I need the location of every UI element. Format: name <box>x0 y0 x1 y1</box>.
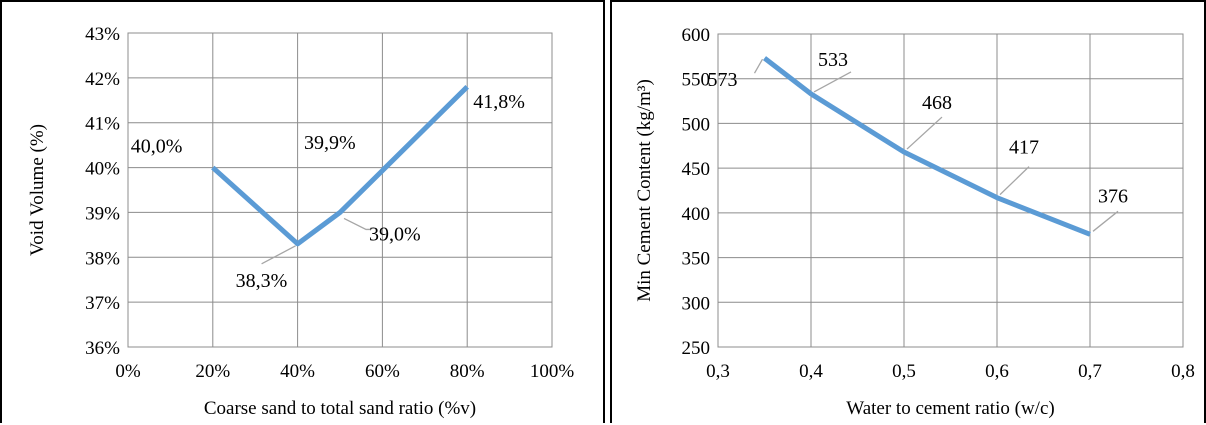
plot-area-frame <box>127 32 553 348</box>
y-tick-label: 400 <box>682 204 711 225</box>
data-label: 468 <box>922 92 952 114</box>
x-tick-label: 0,8 <box>1171 361 1195 382</box>
y-axis-title: Void Volume (%) <box>27 124 48 256</box>
x-tick-label: 0% <box>115 361 141 382</box>
data-label-leader <box>261 245 296 265</box>
data-label: 40,0% <box>131 136 183 158</box>
data-label: 533 <box>818 49 848 71</box>
data-label-leader <box>813 71 852 93</box>
data-label-extra: 39,9% <box>304 132 356 154</box>
x-axis-title: Water to cement ratio (w/c) <box>846 398 1054 419</box>
x-tick-label: 0,7 <box>1078 361 1102 382</box>
y-tick-label: 36% <box>85 338 120 359</box>
y-tick-label: 550 <box>682 70 711 91</box>
plot-area-frame <box>717 33 1184 348</box>
data-label-leader <box>343 217 370 231</box>
data-label-leader <box>906 116 943 150</box>
data-label: 38,3% <box>236 270 288 292</box>
data-label: 417 <box>1009 137 1039 159</box>
x-tick-label: 60% <box>365 361 400 382</box>
y-tick-label: 43% <box>85 24 120 45</box>
data-label-leader <box>999 166 1030 196</box>
x-tick-label: 0,6 <box>985 361 1009 382</box>
data-label: 376 <box>1098 185 1128 207</box>
x-tick-label: 0,5 <box>892 361 916 382</box>
y-tick-label: 37% <box>85 293 120 314</box>
y-tick-label: 42% <box>85 69 120 90</box>
chart-panel-void-volume: 36% 37% 38% 39% 40% 41% 42% 43% 0% 20% 40% 60% 80% 10… <box>0 0 605 423</box>
y-tick-label: 38% <box>85 248 120 269</box>
series-line <box>762 56 1091 237</box>
y-tick-label: 41% <box>85 114 120 135</box>
x-tick-label: 80% <box>450 361 485 382</box>
y-tick-label: 40% <box>85 159 120 180</box>
data-label: 41,8% <box>473 91 525 113</box>
y-tick-label: 450 <box>682 159 711 180</box>
y-tick-label: 250 <box>682 338 711 359</box>
x-tick-label: 0,4 <box>799 361 823 382</box>
data-label-leader <box>1092 210 1119 232</box>
y-tick-label: 300 <box>682 293 711 314</box>
y-tick-label: 39% <box>85 203 120 224</box>
y-axis-title: Min Cement Content (kg/m³) <box>634 79 655 302</box>
x-tick-label: 0,3 <box>706 361 730 382</box>
x-axis-title: Coarse sand to total sand ratio (%v) <box>204 398 476 419</box>
data-label: 39,0% <box>369 223 421 245</box>
x-tick-label: 20% <box>195 361 230 382</box>
y-tick-label: 500 <box>682 114 711 135</box>
data-label-leader <box>753 58 764 74</box>
series-line <box>211 85 469 247</box>
x-tick-label: 40% <box>280 361 315 382</box>
chart-panel-cement-content: 250 300 350 400 450 500 550 600 0,3 0,4 0,5 0,6 0,7 0… <box>610 0 1206 423</box>
cement-content-chart: 250 300 350 400 450 500 550 600 0,3 0,4 0,5 0,6 0,7 0… <box>634 25 1195 419</box>
y-tick-label: 600 <box>682 25 711 46</box>
y-tick-label: 350 <box>682 249 711 270</box>
data-label: 573 <box>708 69 738 91</box>
void-volume-chart: 36% 37% 38% 39% 40% 41% 42% 43% 0% 20% 40% 60% 80% 10… <box>27 24 575 419</box>
x-tick-label: 100% <box>530 361 575 382</box>
